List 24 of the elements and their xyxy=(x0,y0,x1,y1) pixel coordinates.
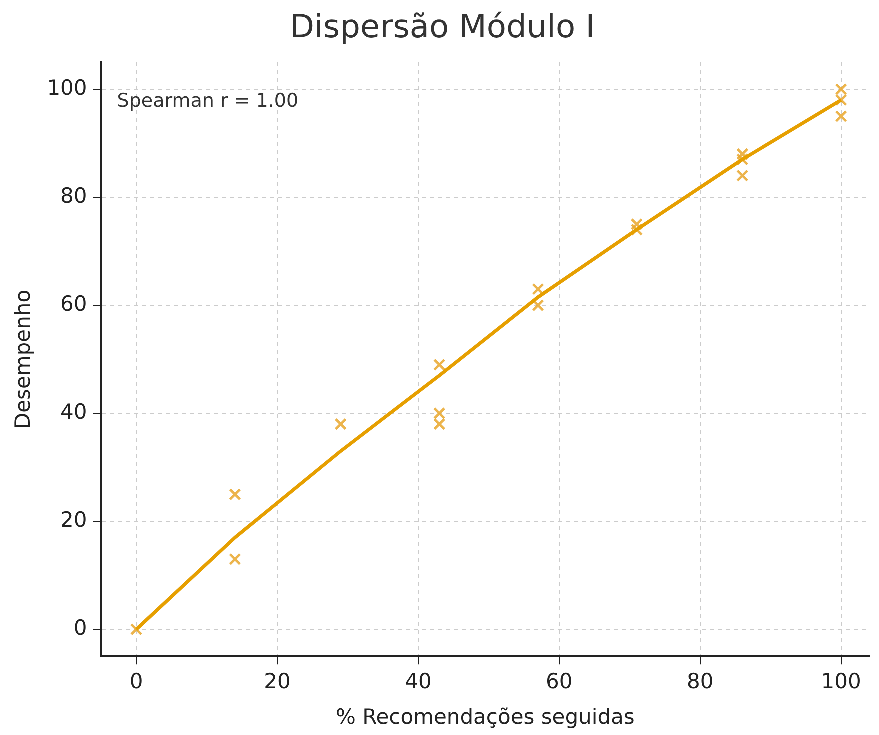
x-tick-label: 80 xyxy=(686,670,714,694)
y-tick-label: 0 xyxy=(74,616,88,640)
x-tick-label: 60 xyxy=(546,670,573,694)
x-tick-label: 20 xyxy=(264,670,291,694)
point xyxy=(228,488,242,501)
y-tick-label: 80 xyxy=(60,184,88,208)
y-tick-label: 20 xyxy=(60,508,88,532)
point xyxy=(433,358,446,372)
x-axis-title: % Recomendações seguidas xyxy=(336,704,635,729)
y-tick-label: 40 xyxy=(60,400,88,424)
point xyxy=(228,553,242,566)
point xyxy=(334,418,348,431)
chart-title: Dispersão Módulo I xyxy=(290,8,596,46)
point xyxy=(835,110,848,123)
point xyxy=(736,170,749,182)
x-tick-label: 100 xyxy=(821,670,862,694)
y-tick-label: 100 xyxy=(47,76,88,100)
x-tick-label: 0 xyxy=(130,670,144,694)
y-tick-label: 60 xyxy=(60,292,88,316)
point xyxy=(532,299,544,312)
y-axis-title: Desempenho xyxy=(11,290,36,430)
point xyxy=(532,283,544,296)
x-tick-label: 40 xyxy=(405,670,432,694)
annotation: Spearman r = 1.00 xyxy=(117,90,299,112)
